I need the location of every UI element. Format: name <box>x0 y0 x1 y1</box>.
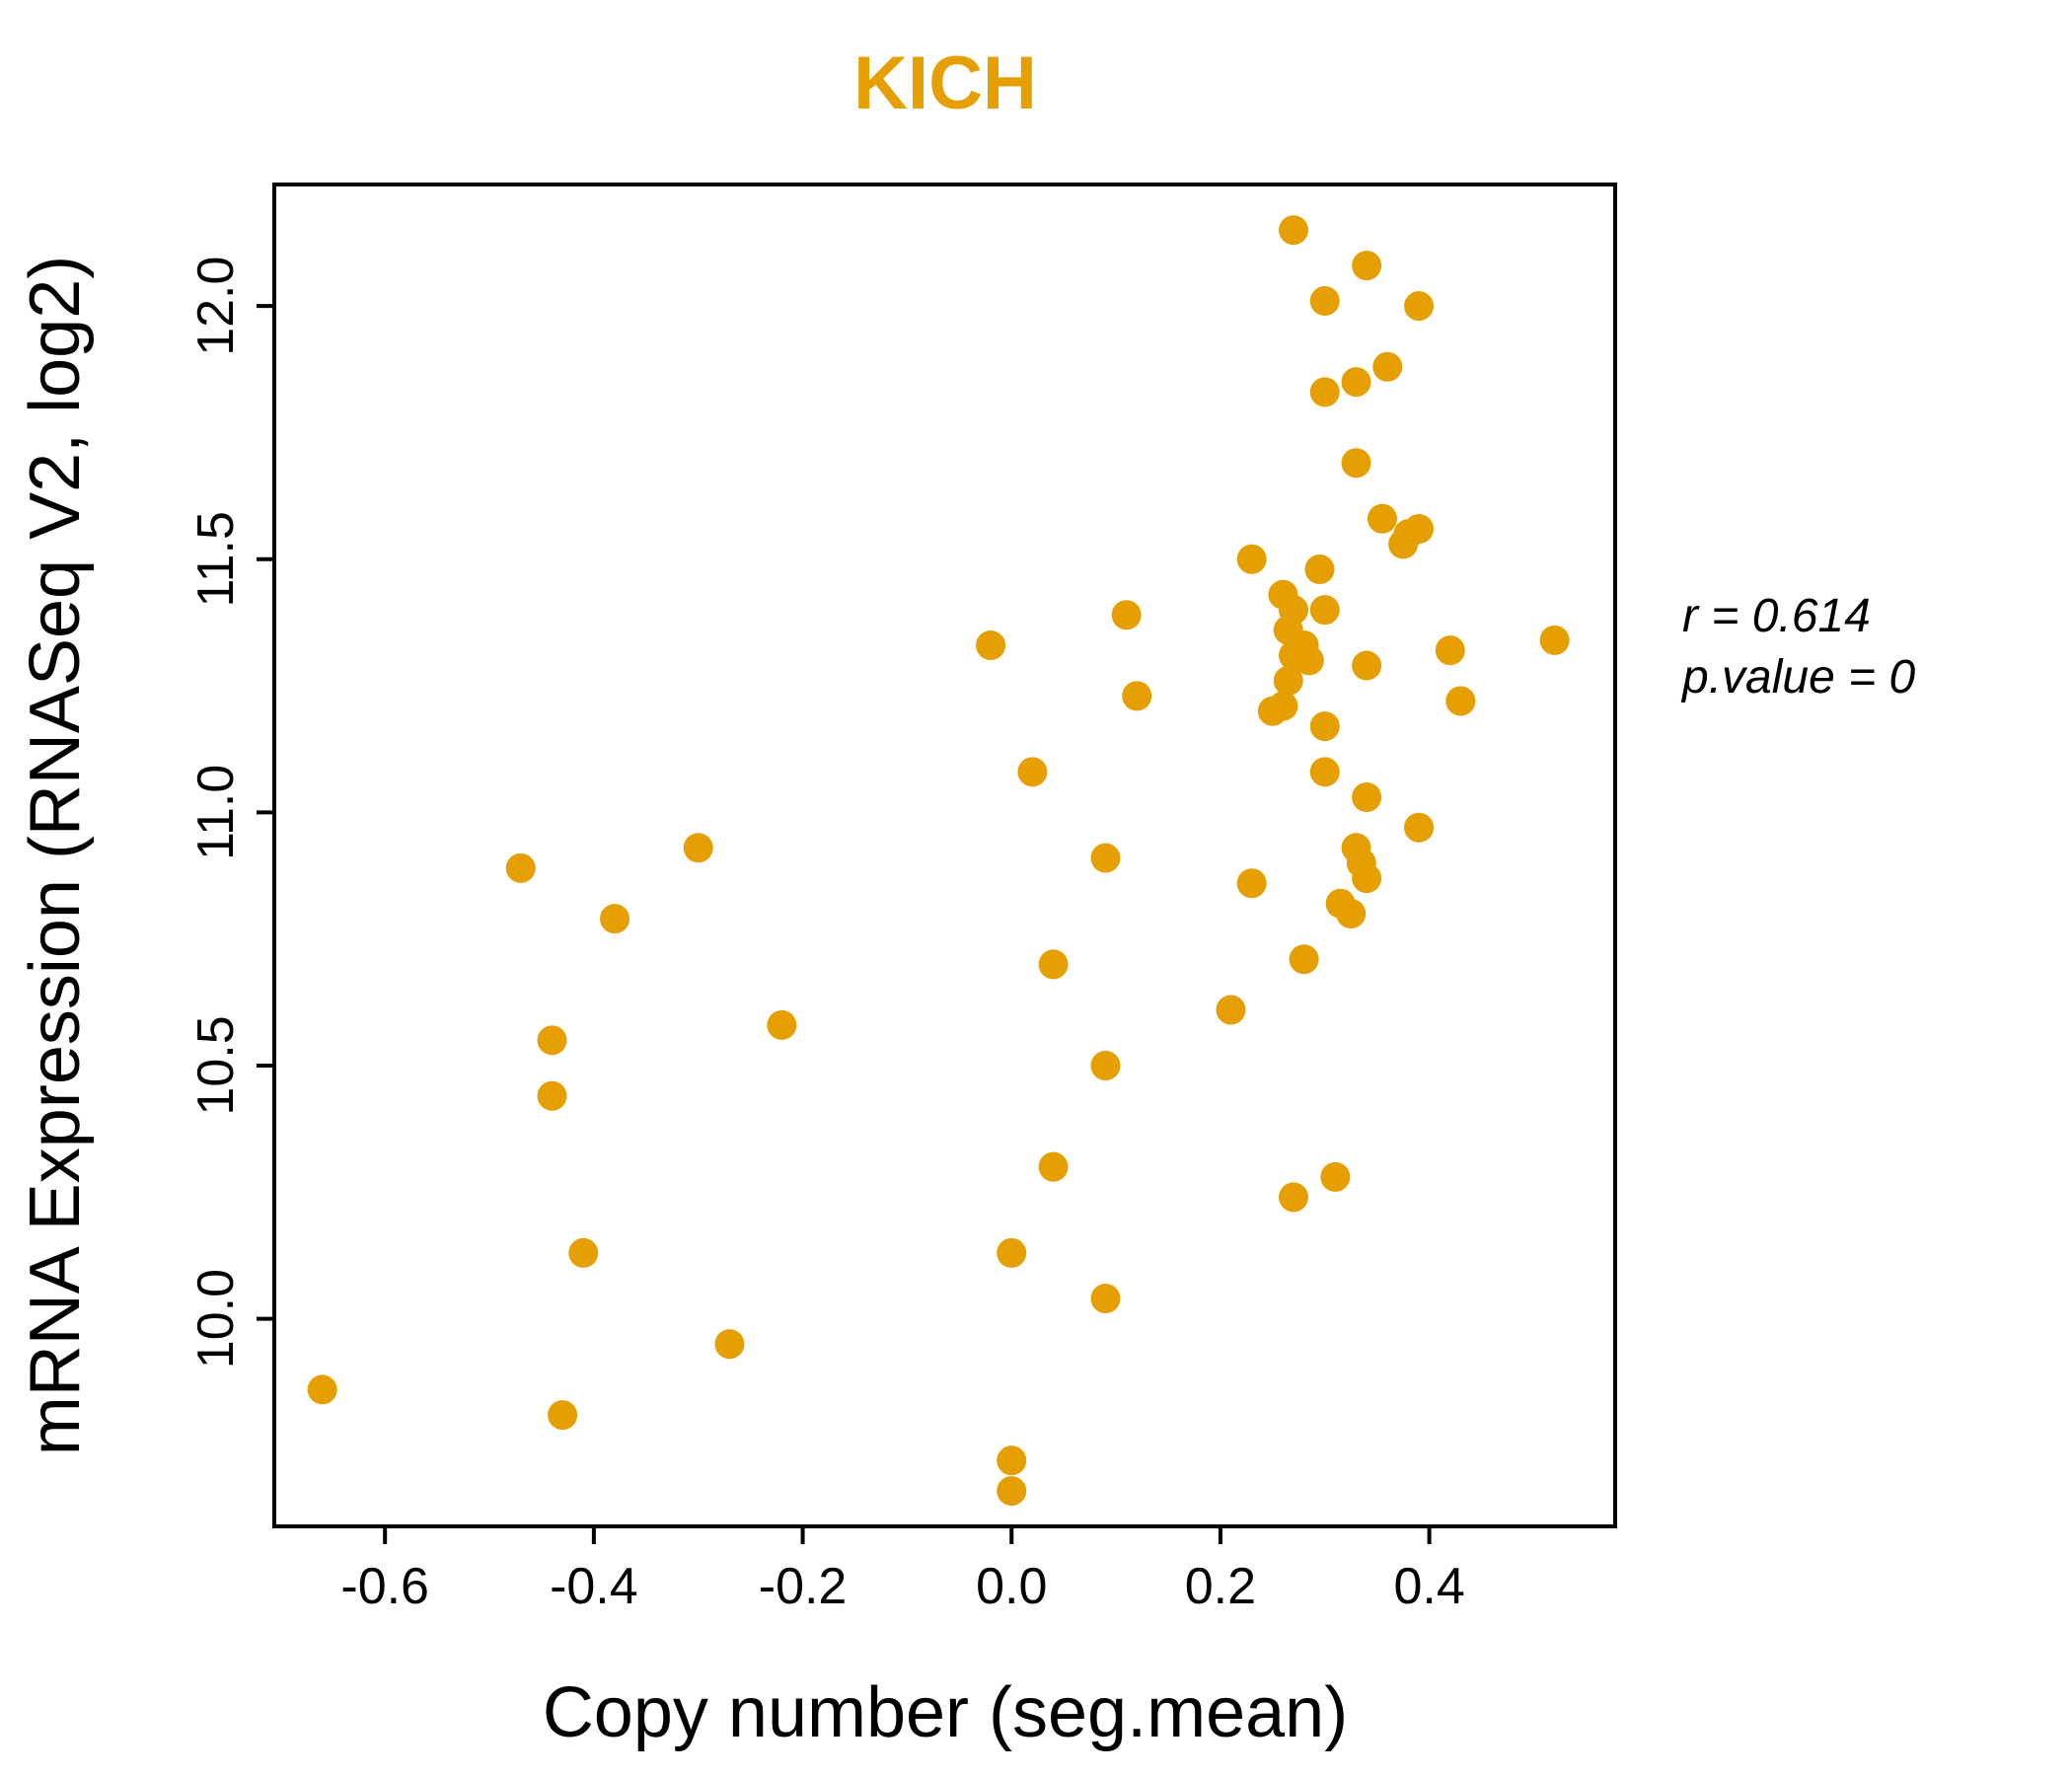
data-point <box>505 852 536 883</box>
data-point <box>537 1080 567 1111</box>
data-point <box>1122 681 1152 711</box>
data-point <box>1341 448 1371 479</box>
data-point <box>1336 899 1367 929</box>
data-point <box>1393 519 1424 550</box>
data-point <box>1038 1151 1069 1182</box>
data-point <box>1090 1284 1121 1314</box>
data-point <box>1372 351 1403 382</box>
data-point <box>1279 215 1309 246</box>
data-point <box>997 1445 1027 1476</box>
x-tick-label: 0.0 <box>976 1558 1047 1615</box>
data-point <box>1367 503 1397 534</box>
data-points-group <box>307 215 1570 1507</box>
y-tick-label: 10.0 <box>187 1269 245 1369</box>
data-point <box>1268 691 1298 721</box>
data-point <box>1309 377 1340 407</box>
data-point <box>1090 1050 1121 1080</box>
y-tick-label: 12.0 <box>187 257 245 356</box>
data-point <box>1216 995 1246 1025</box>
data-point <box>1090 843 1121 873</box>
data-point <box>1038 949 1069 980</box>
data-point <box>1352 781 1382 812</box>
data-point <box>1352 650 1382 681</box>
data-point <box>714 1329 745 1360</box>
data-point <box>1352 251 1382 281</box>
data-point <box>1320 1161 1351 1192</box>
annotation-pvalue: p.value = 0 <box>1680 651 1915 703</box>
data-point <box>1289 944 1319 975</box>
data-point <box>537 1025 567 1056</box>
data-point <box>1352 863 1382 894</box>
data-point <box>548 1400 578 1431</box>
x-axis-ticks: -0.6 -0.4 -0.2 0.0 0.2 0.4 <box>340 1526 1465 1615</box>
y-axis-ticks: 10.0 10.5 11.0 11.5 12.0 <box>187 257 274 1369</box>
data-point <box>307 1374 337 1405</box>
data-point <box>1111 600 1142 630</box>
data-point <box>997 1237 1027 1268</box>
x-tick-label: 0.4 <box>1393 1558 1464 1615</box>
data-point <box>1309 757 1340 787</box>
data-point <box>1294 645 1324 676</box>
data-point <box>1309 595 1340 626</box>
data-point <box>600 904 630 934</box>
data-point <box>767 1009 797 1040</box>
data-point <box>1309 711 1340 742</box>
data-point <box>976 630 1006 661</box>
data-point <box>1404 812 1435 843</box>
x-axis-label: Copy number (seg.mean) <box>543 1673 1348 1752</box>
data-point <box>1236 868 1267 899</box>
data-point <box>1304 555 1335 585</box>
x-tick-label: 0.2 <box>1185 1558 1256 1615</box>
data-point <box>1445 686 1476 716</box>
data-point <box>1279 1182 1309 1213</box>
y-axis-label: mRNA Expression (RNASeq V2, log2) <box>16 256 95 1455</box>
x-tick-label: -0.6 <box>340 1558 429 1615</box>
y-tick-label: 11.5 <box>187 511 245 607</box>
data-point <box>1539 625 1570 655</box>
x-tick-label: -0.2 <box>759 1558 848 1615</box>
annotation-correlation: r = 0.614 <box>1682 590 1871 642</box>
data-point <box>1404 291 1435 322</box>
data-point <box>1341 367 1371 398</box>
chart-title: KICH <box>853 41 1037 125</box>
y-tick-label: 11.0 <box>187 765 245 860</box>
data-point <box>1017 757 1048 787</box>
data-point <box>1435 635 1465 666</box>
data-point <box>1309 286 1340 317</box>
data-point <box>997 1476 1027 1507</box>
data-point <box>568 1237 599 1268</box>
data-point <box>683 833 713 863</box>
data-point <box>1273 665 1303 696</box>
y-tick-label: 10.5 <box>187 1015 245 1115</box>
plot-area-border <box>272 183 1617 1528</box>
data-point <box>1236 544 1267 574</box>
x-tick-label: -0.4 <box>550 1558 638 1615</box>
